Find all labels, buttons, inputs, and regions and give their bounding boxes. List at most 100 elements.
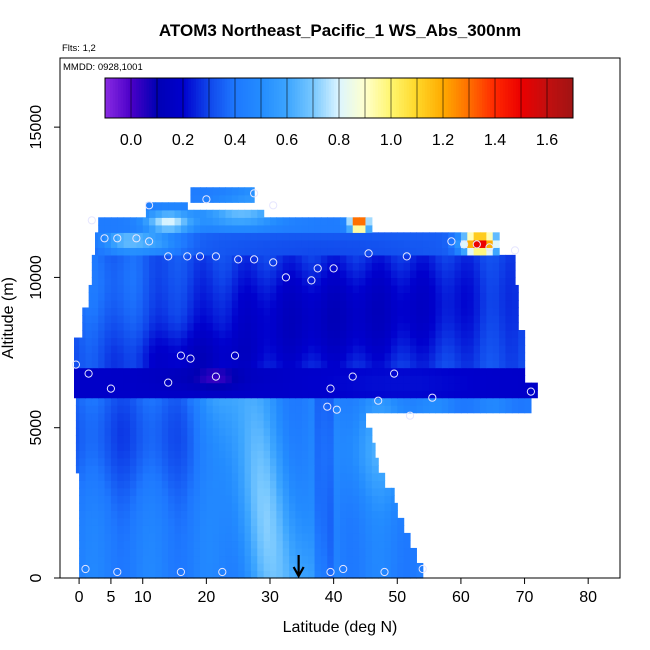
heatmap-cell [117,337,125,346]
heatmap-cell [276,472,284,481]
heatmap-cell [371,360,379,369]
heatmap-cell [346,382,354,391]
heatmap-cell [238,194,246,203]
heatmap-cell [352,562,360,572]
heatmap-cell [384,555,392,564]
heatmap-cell [511,360,519,369]
heatmap-cell [505,307,513,316]
heatmap-cell [219,217,227,226]
heatmap-cell [225,547,233,557]
colorbar-segment [240,78,244,118]
heatmap-cell [244,254,252,263]
heatmap-cell [454,390,462,399]
heatmap-cell [123,555,131,564]
heatmap-cell [378,247,386,256]
heatmap-cell [295,224,303,233]
heatmap-cell [308,502,316,511]
heatmap-cell [85,465,93,474]
heatmap-cell [384,277,392,286]
heatmap-cell [301,330,309,339]
heatmap-cell [320,224,328,233]
heatmap-cell [104,360,112,369]
heatmap-cell [155,435,163,444]
heatmap-cell [301,382,309,391]
heatmap-cell [91,435,99,444]
heatmap-cell [429,405,437,414]
heatmap-cell [270,382,277,391]
heatmap-cell [168,307,176,316]
heatmap-cell [180,375,188,384]
heatmap-cell [238,412,246,421]
heatmap-cell [359,352,367,361]
heatmap-cell [397,540,405,549]
heatmap-cell [187,269,195,279]
heatmap-cell [193,480,201,489]
heatmap-cell [282,292,290,301]
heatmap-cell [174,435,182,444]
heatmap-cell [130,375,137,384]
heatmap-cell [473,277,481,286]
heatmap-cell [155,254,163,263]
heatmap-cell [85,427,93,436]
heatmap-cell [295,239,303,248]
heatmap-cell [390,502,398,511]
heatmap-cell [359,510,367,519]
heatmap-cell [206,292,214,301]
heatmap-cell [473,299,481,309]
heatmap-cell [91,412,99,421]
heatmap-cell [378,502,386,511]
heatmap-cell [79,420,87,429]
heatmap-cell [98,427,106,436]
heatmap-cell [308,224,316,233]
colorbar-segment [552,78,556,118]
heatmap-cell [206,307,214,316]
heatmap-cell [136,547,144,557]
heatmap-cell [397,367,405,376]
heatmap-cell [130,217,137,226]
heatmap-cell [384,352,392,361]
heatmap-cell [212,352,220,361]
heatmap-cell [410,284,417,294]
heatmap-cell [98,322,106,331]
heatmap-cell [416,390,424,399]
heatmap-cell [212,269,220,279]
heatmap-cell [238,517,246,526]
heatmap-cell [117,277,125,286]
heatmap-cell [371,307,379,316]
heatmap-cell [155,224,163,233]
heatmap-cell [390,322,398,331]
heatmap-cell [390,247,398,256]
heatmap-cell [187,562,195,572]
heatmap-cell [219,345,227,354]
heatmap-cell [263,337,271,346]
heatmap-cell [187,397,195,406]
heatmap-cell [327,442,335,451]
sample-point [405,411,415,420]
colorbar-segment [300,78,304,118]
heatmap-cell [180,420,188,429]
heatmap-cell [231,284,239,294]
heatmap-cell [193,375,201,384]
heatmap-cell [117,510,125,519]
heatmap-cell [352,487,360,496]
heatmap-cell [104,397,112,406]
heatmap-cell [352,480,360,489]
heatmap-cell [448,382,456,391]
heatmap-cell [276,269,284,279]
heatmap-cell [85,307,93,316]
heatmap-cell [365,382,373,391]
heatmap-cell [142,345,150,354]
heatmap-cell [327,367,335,376]
heatmap-cell [200,284,207,294]
heatmap-cell [390,532,398,542]
heatmap-cell [314,375,322,384]
heatmap-cell [416,352,424,361]
heatmap-cell [416,360,424,369]
heatmap-cell [416,307,424,316]
heatmap-cell [200,224,207,233]
colorbar-segment [427,78,431,118]
heatmap-cell [346,450,354,459]
heatmap-cell [91,330,99,339]
heatmap-cell [454,299,462,309]
heatmap-cell [448,352,456,361]
